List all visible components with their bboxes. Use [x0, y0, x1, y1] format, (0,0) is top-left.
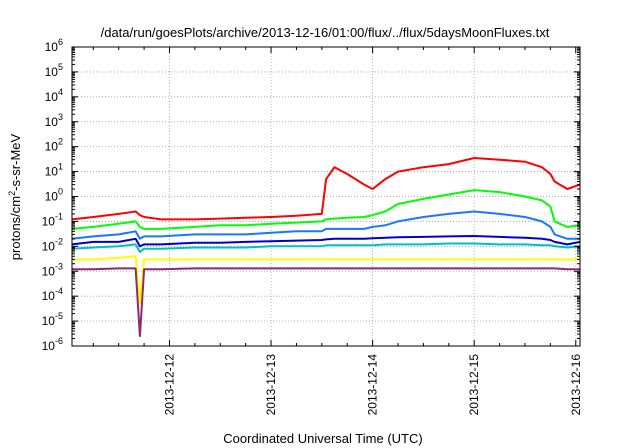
chart-title: /data/run/goesPlots/archive/2013-12-16/0…: [101, 25, 550, 40]
x-tick-label: 2013-12-12: [162, 354, 176, 416]
x-tick-label: 2013-12-16: [569, 354, 583, 416]
y-tick-label: 103: [45, 112, 63, 129]
x-tick-label: 2013-12-13: [264, 354, 278, 416]
y-tick-label: 102: [45, 137, 63, 154]
y-axis-label: protons/cm2-s-sr-MeV: [7, 133, 23, 260]
y-tick-label: 105: [45, 62, 63, 79]
y-tick-label: 104: [45, 87, 63, 104]
y-tick-label: 10-2: [42, 236, 63, 253]
y-tick-label: 10-1: [42, 211, 63, 228]
x-tick-label: 2013-12-14: [366, 354, 380, 416]
y-tick-label: 10-3: [42, 261, 63, 278]
y-tick-label: 10-4: [42, 286, 63, 303]
y-tick-label: 106: [45, 37, 63, 54]
series-line: [71, 235, 581, 248]
x-axis-label: Coordinated Universal Time (UTC): [223, 431, 422, 446]
y-tick-label: 10-5: [42, 311, 63, 328]
y-tick-label: 101: [45, 162, 63, 179]
x-tick-label: 2013-12-15: [467, 354, 481, 416]
y-tick-label: 100: [45, 187, 63, 204]
plot-frame: [71, 46, 581, 347]
series-line: [71, 157, 581, 221]
series-line: [72, 255, 580, 305]
series-line: [71, 210, 580, 240]
grid: [72, 47, 580, 346]
series-line: [72, 267, 580, 338]
series-lines: [71, 157, 581, 338]
y-tick-labels: 10-6 10-5 10-4 10-3 10-2 10-1 100 101 102 103 104 1…: [42, 37, 63, 353]
series-line: [71, 189, 581, 230]
axis-ticks: [72, 46, 580, 347]
x-tick-labels: 2013-12-12 2013-12-13 2013-12-14 2013-12-15…: [162, 354, 582, 416]
y-tick-label: 10-6: [42, 336, 63, 353]
series-line: [71, 242, 581, 253]
